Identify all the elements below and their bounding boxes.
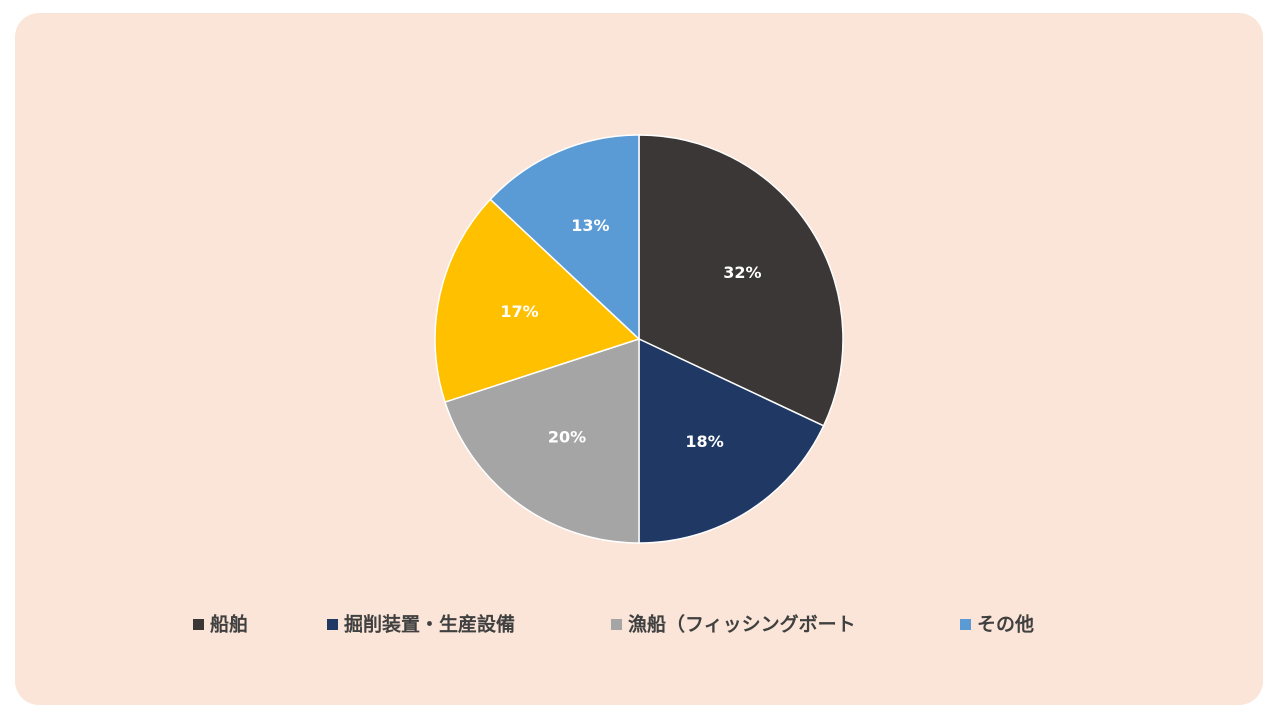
pie-slice	[638, 134, 844, 427]
legend-label: 掘削装置・生産設備	[344, 613, 515, 636]
data-label: 20%	[548, 428, 586, 447]
legend-label: その他	[977, 613, 1034, 636]
legend-swatch	[193, 619, 204, 630]
data-label: 18%	[685, 432, 723, 451]
legend-swatch	[611, 619, 622, 630]
legend-swatch	[960, 619, 971, 630]
pie-slice	[434, 198, 641, 403]
pie-slice	[444, 337, 640, 544]
pie-slice	[638, 337, 825, 544]
data-label: 17%	[500, 302, 538, 321]
legend-label: 船舶	[210, 613, 248, 636]
pie-slice	[489, 134, 640, 341]
legend-label: 漁船（フィッシングボート	[628, 613, 856, 636]
data-label: 32%	[723, 263, 761, 282]
legend-swatch	[327, 619, 338, 630]
data-label: 13%	[571, 216, 609, 235]
